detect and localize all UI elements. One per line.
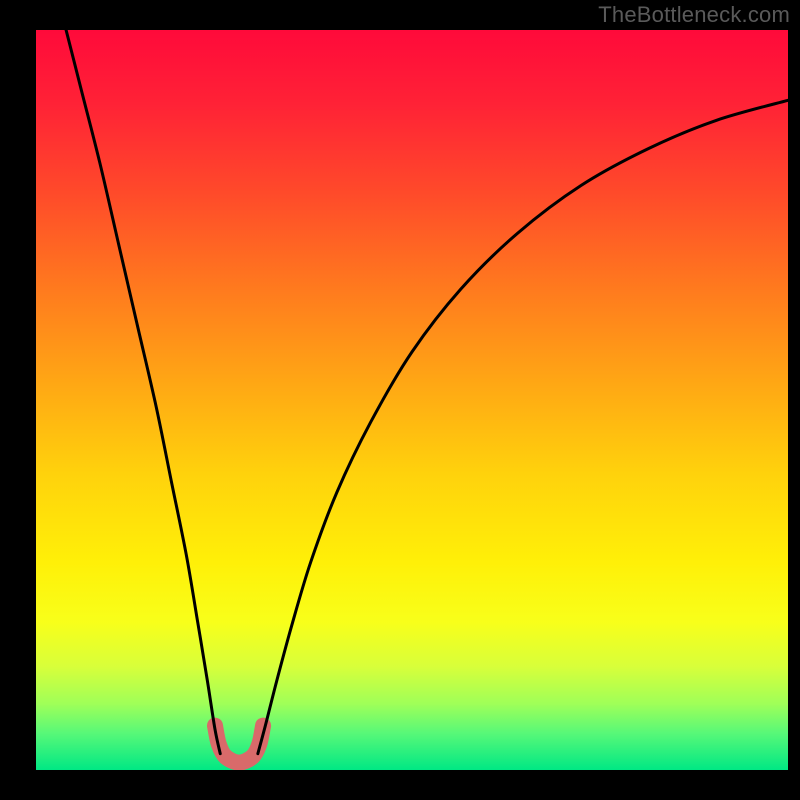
curve-left-branch <box>62 30 220 754</box>
curve-right-branch <box>258 100 788 753</box>
curves-layer <box>36 30 788 770</box>
chart-frame: TheBottleneck.com <box>0 0 800 800</box>
valley-marker <box>215 726 263 763</box>
plot-area <box>36 30 788 770</box>
watermark-text: TheBottleneck.com <box>598 2 790 28</box>
